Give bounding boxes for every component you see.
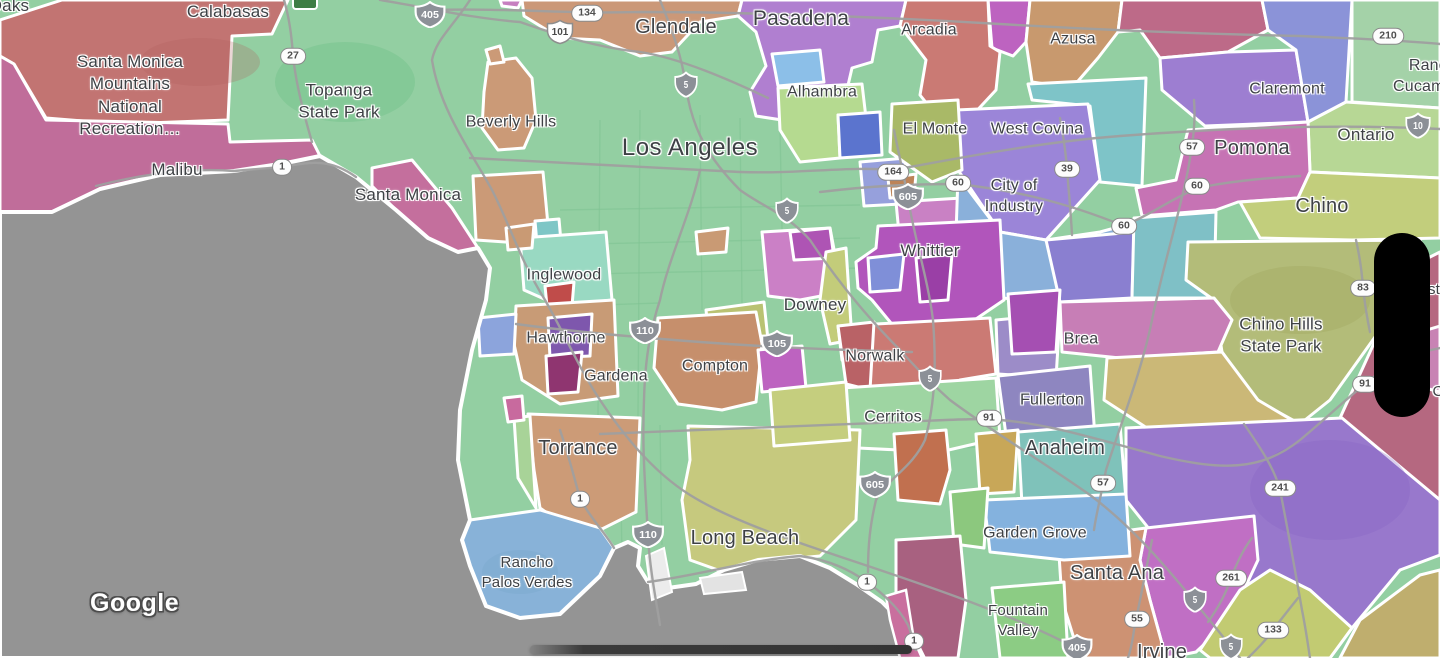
region-pomona[interactable] — [1134, 120, 1312, 218]
region-lennox[interactable] — [504, 222, 536, 252]
region-anaheim-mustard[interactable] — [974, 428, 1020, 496]
region-corner-khaki[interactable] — [1338, 568, 1440, 658]
region-buena-park[interactable] — [892, 428, 952, 506]
region-redondo-sliver[interactable] — [502, 394, 526, 424]
region-hawthorne-purple[interactable] — [546, 312, 594, 360]
region-burbank-sliver[interactable] — [498, 0, 524, 10]
region-paramount[interactable] — [768, 380, 852, 448]
region-montebello-blue[interactable] — [836, 110, 884, 160]
region-hawthorne-periwinkle[interactable] — [476, 312, 518, 358]
region-placentia[interactable] — [1006, 288, 1062, 356]
region-whittier-blue[interactable] — [866, 252, 906, 294]
region-compton[interactable] — [652, 310, 764, 412]
region-monrovia[interactable] — [986, 0, 1032, 58]
google-logo[interactable]: Google — [90, 589, 180, 617]
region-chino[interactable] — [1238, 170, 1440, 242]
region-garden-grove[interactable] — [982, 492, 1132, 562]
redacted-overlay — [1374, 233, 1430, 417]
region-ontario[interactable] — [1306, 100, 1440, 180]
region-anaheim[interactable] — [1016, 422, 1128, 507]
region-rancho-cucamonga[interactable] — [1350, 0, 1440, 110]
region-hawthorne-maroon[interactable] — [544, 350, 584, 396]
region-whittier-dark[interactable] — [914, 252, 954, 304]
region-beverly-hills-north[interactable] — [484, 44, 506, 66]
region-beverly-hills[interactable] — [480, 56, 538, 152]
region-south-pasadena[interactable] — [770, 48, 826, 88]
bottom-drag-bar[interactable] — [530, 645, 912, 654]
region-gg-green[interactable] — [948, 486, 990, 550]
region-fountain-valley[interactable] — [990, 580, 1070, 658]
region-willowbrook[interactable] — [756, 344, 808, 394]
terrain-shading — [140, 38, 1410, 594]
region-huntington-park[interactable] — [694, 226, 730, 256]
